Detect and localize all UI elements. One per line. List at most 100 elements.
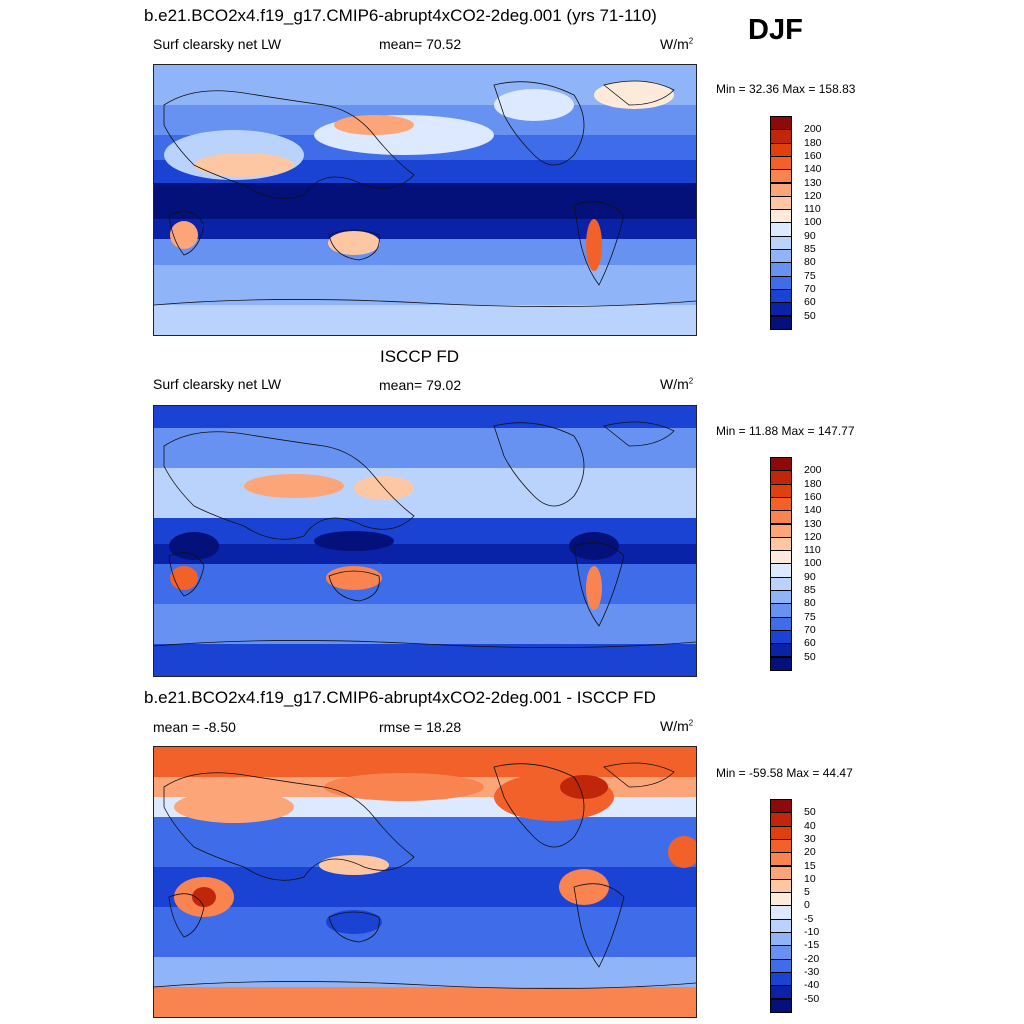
panel-2-variable-label: Surf clearsky net LW [153,376,282,392]
colorbar-swatch [770,182,792,197]
panel-2-title: ISCCP FD [380,347,460,366]
colorbar-swatch [770,550,792,565]
colorbar-label: 70 [804,623,816,636]
colorbar-swatch [770,302,792,317]
colorbar-label: 80 [804,256,816,269]
colorbar-label: 140 [804,504,822,517]
colorbar-label: 130 [804,176,822,189]
panel-3-units: W/m2 [660,718,694,734]
colorbar-swatch [770,510,792,525]
colorbar-label: 160 [804,490,822,503]
colorbar-swatch [770,892,792,907]
colorbar-label: 10 [804,872,816,885]
colorbar-swatch [770,209,792,224]
colorbar-label: 180 [804,477,822,490]
colorbar-swatch [770,496,792,512]
colorbar-swatch [770,905,792,920]
colorbar-swatch [770,878,792,894]
colorbar-label: 30 [804,832,816,845]
panel-1-map [153,64,697,336]
colorbar-swatch [770,865,792,880]
colorbar-swatch [770,958,792,973]
panel-2-colorbar: 200 180 160 140 130 120 110 100 90 85 80 75 70 60 50 [770,457,860,671]
colorbar-label: 75 [804,269,816,282]
colorbar-label: 100 [804,216,822,229]
colorbar-label: 50 [804,806,816,819]
colorbar-label: -40 [804,979,820,992]
panel-1-mean-label: mean= 70.52 [379,36,462,52]
colorbar-label: -20 [804,952,820,965]
colorbar-label: 160 [804,149,822,162]
colorbar-label: 60 [804,637,816,650]
colorbar-label: 20 [804,846,816,859]
colorbar-label: 50 [804,309,816,322]
colorbar-swatch [770,195,792,211]
colorbar-swatch [770,825,792,840]
colorbar-label: 110 [804,203,821,216]
colorbar-label: 50 [804,650,816,663]
colorbar-label: 40 [804,819,816,832]
colorbar-swatch [770,656,792,671]
colorbar-swatch [770,590,792,605]
colorbar-label: 0 [804,899,810,912]
colorbar-swatch [770,838,792,854]
colorbar-swatch [770,563,792,578]
colorbar-label: 85 [804,584,816,596]
colorbar-swatch [770,262,792,277]
colorbar-swatch [770,971,792,987]
colorbar-swatch [770,536,792,552]
colorbar-swatch [770,222,792,237]
colorbar-swatch [770,169,792,184]
colorbar-swatch [770,483,792,498]
colorbar-label: 180 [804,136,822,149]
panel-3-minmax: Min = -59.58 Max = 44.47 [716,766,853,780]
colorbar-swatch [770,812,792,827]
colorbar-swatch [770,470,792,485]
colorbar-label: 15 [804,859,816,872]
colorbar-label: -50 [804,992,820,1005]
colorbar-swatch [770,852,792,867]
colorbar-swatch [770,918,792,933]
panel-2-mean-label: mean= 79.02 [379,377,462,393]
colorbar-label: 120 [804,530,822,543]
colorbar-label: 5 [804,886,810,899]
colorbar-label: 85 [804,243,816,255]
colorbar-swatch [770,142,792,157]
colorbar-swatch [770,576,792,591]
colorbar-swatch [770,799,792,814]
colorbar-swatch [770,629,792,645]
panel-3-rmse-label: rmse = 18.28 [379,719,462,735]
panel-1-variable-label: Surf clearsky net LW [153,36,282,52]
colorbar-label: 70 [804,282,816,295]
colorbar-label: 60 [804,296,816,309]
season-label: DJF [748,14,803,46]
colorbar-label: -5 [804,912,814,925]
colorbar-swatch [770,249,792,264]
colorbar-label: 110 [804,544,821,557]
panel-3-title: b.e21.BCO2x4.f19_g17.CMIP6-abrupt4xCO2-2… [144,688,656,707]
colorbar-label: 75 [804,610,816,623]
panel-2-map [153,405,697,677]
panel-3-colorbar: 50 40 30 20 15 10 5 0 -5 -10 -15 -20 -30 -40 -50 [770,799,860,1013]
colorbar-swatch [770,129,792,144]
colorbar-swatch [770,315,792,330]
colorbar-swatch [770,932,792,947]
colorbar-label: 90 [804,570,816,583]
colorbar-label: -10 [804,926,820,938]
panel-2-units: W/m2 [660,376,694,392]
colorbar-swatch [770,616,792,631]
colorbar-swatch [770,523,792,538]
panel-1-units: W/m2 [660,36,694,52]
colorbar-swatch [770,116,792,131]
colorbar-swatch [770,985,792,1000]
colorbar-label: 200 [804,123,822,136]
colorbar-swatch [770,998,792,1013]
panel-3-mean-label: mean = -8.50 [153,719,236,735]
colorbar-swatch [770,235,792,250]
colorbar-label: -15 [804,939,820,952]
colorbar-swatch [770,288,792,304]
colorbar-label: 130 [804,517,822,530]
colorbar-label: 140 [804,163,822,176]
colorbar-swatch [770,275,792,290]
colorbar-label: 80 [804,597,816,610]
